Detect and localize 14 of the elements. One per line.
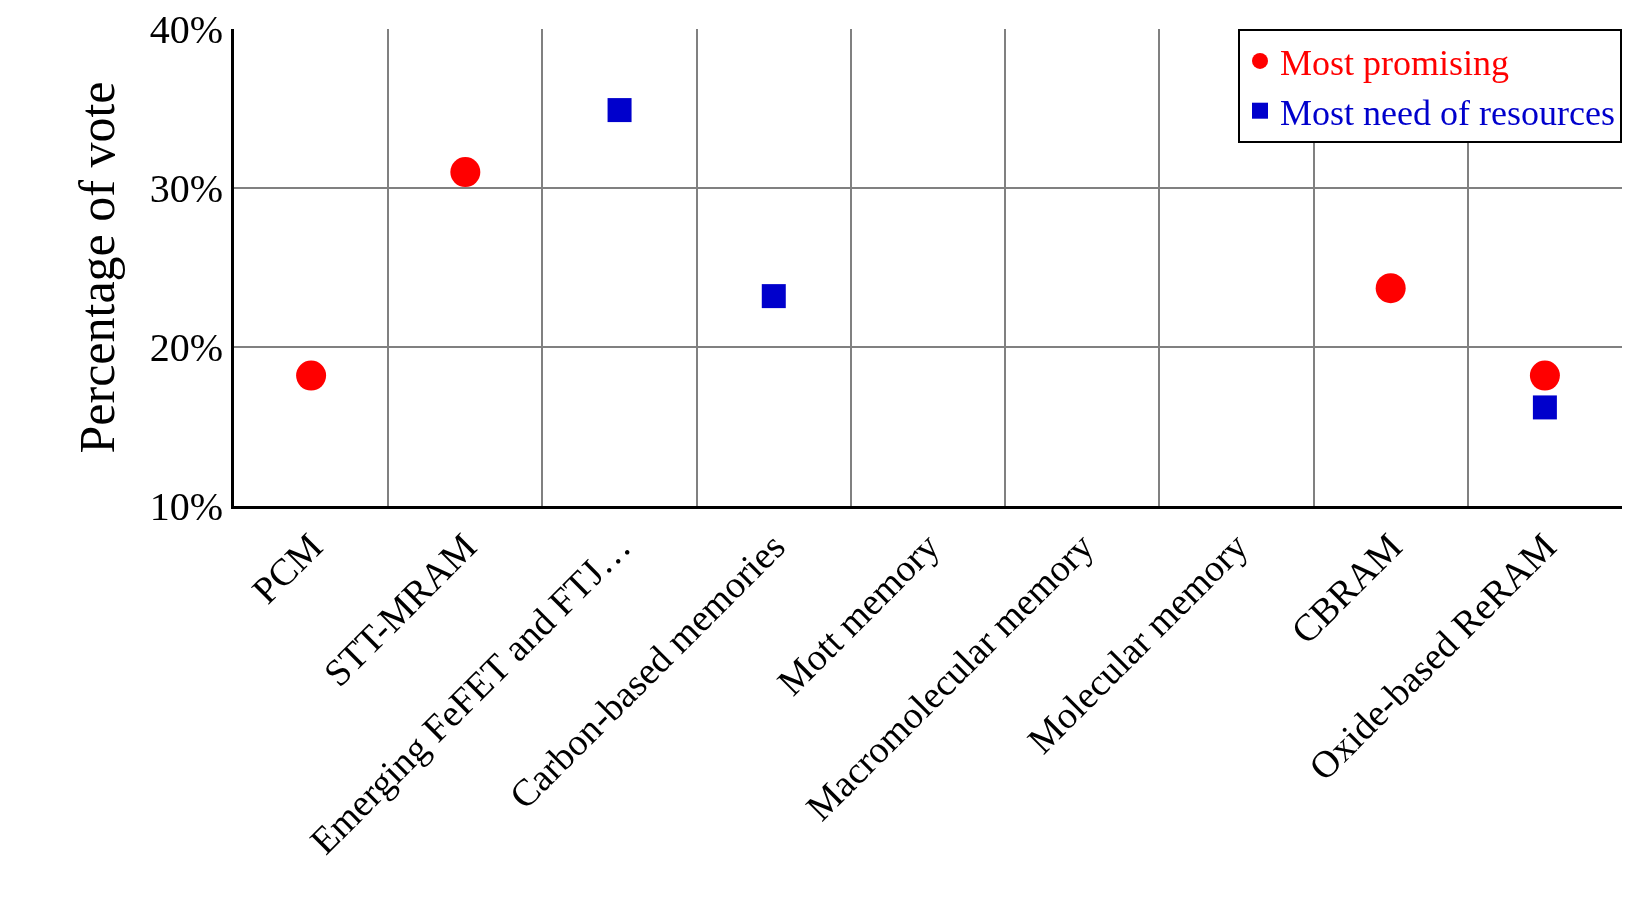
point: [761, 284, 786, 309]
y-tick-label: 10%: [149, 484, 223, 529]
y-tick-label: 20%: [149, 325, 223, 370]
point: [607, 98, 632, 123]
point: [1529, 360, 1560, 391]
y-axis-title: Percentage of vote: [68, 81, 125, 454]
point: [1375, 273, 1406, 304]
point: [296, 360, 327, 391]
legend-label: Most promising: [1280, 42, 1510, 83]
y-tick-label: 40%: [149, 7, 223, 52]
point: [1532, 395, 1557, 420]
point: [450, 157, 481, 188]
y-tick-label: 30%: [149, 166, 223, 211]
legend-label: Most need of resources: [1280, 92, 1615, 133]
